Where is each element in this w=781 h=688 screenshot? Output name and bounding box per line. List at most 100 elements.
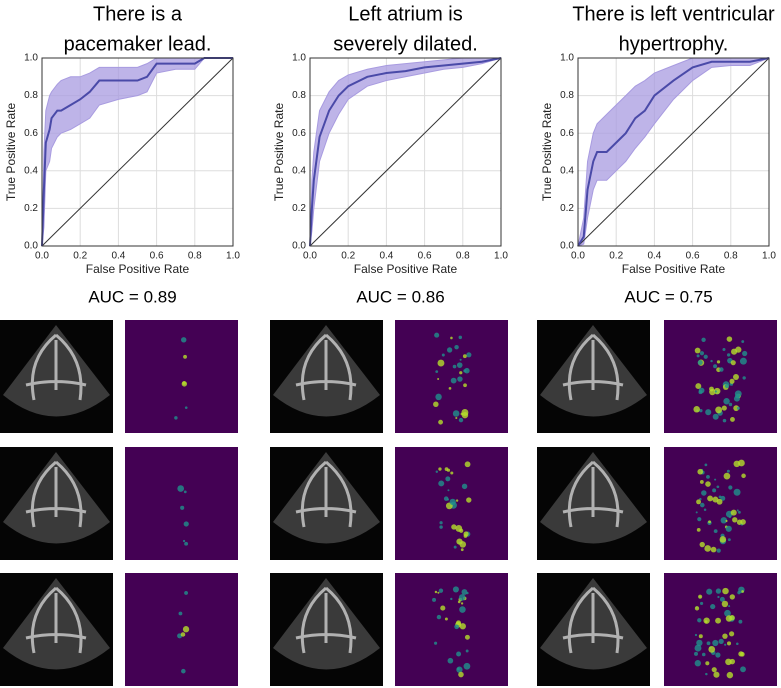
saliency-spot [698, 634, 703, 639]
saliency-spot [181, 668, 186, 674]
saliency-spot [462, 354, 467, 359]
x-tick-label: 0.2 [609, 251, 623, 262]
saliency-spot [697, 360, 703, 366]
plot-frame [577, 57, 770, 247]
saliency-spot [699, 497, 702, 501]
y-tick-label: 0.0 [24, 241, 38, 252]
x-tick-label: 0.6 [686, 251, 700, 262]
saliency-spot [459, 371, 463, 375]
x-axis-label: False Positive Rate [622, 262, 726, 276]
saliency-spot [696, 499, 701, 505]
saliency-spot [180, 632, 186, 637]
saliency-spot [444, 467, 449, 471]
saliency-spot [728, 485, 733, 490]
saliency-spot [437, 359, 445, 367]
saliency-spot [704, 545, 712, 552]
saliency-spot [182, 626, 190, 633]
saliency-spot [722, 418, 727, 423]
saliency-spot [708, 646, 716, 653]
saliency-spot [723, 472, 731, 480]
saliency-spot [699, 408, 703, 413]
saliency-spot [731, 348, 738, 355]
saliency-spot [713, 529, 718, 534]
y-tick-label: 0.6 [292, 128, 306, 139]
saliency-spot [716, 485, 720, 489]
saliency-spot [714, 478, 717, 481]
x-tick-label: 0.6 [418, 251, 432, 262]
saliency-spot [450, 377, 457, 384]
saliency-spot [435, 370, 439, 373]
saliency-spot [737, 590, 741, 595]
saliency-spot [459, 623, 466, 630]
saliency-spot [701, 490, 707, 496]
y-tick-label: 0.8 [24, 90, 38, 101]
saliency-spot [705, 481, 711, 487]
saliency-spot [717, 595, 720, 599]
saliency-spot [184, 406, 188, 409]
saliency-spot [733, 395, 740, 402]
saliency-spot [466, 352, 472, 358]
saliency-spot [458, 335, 463, 340]
saliency-spot [451, 524, 457, 530]
saliency-map [125, 447, 238, 560]
saliency-spot [730, 360, 736, 366]
echo-walls [562, 333, 624, 401]
saliency-spot [716, 360, 721, 364]
saliency-spot [438, 467, 442, 471]
saliency-spot [184, 591, 188, 595]
saliency-spot [720, 517, 728, 524]
x-tick-label: 0.2 [73, 251, 87, 262]
saliency-spot [699, 601, 704, 606]
saliency-spot [464, 461, 471, 468]
saliency-spot [456, 362, 463, 368]
saliency-spot [715, 406, 723, 414]
saliency-spot [461, 483, 468, 490]
saliency-map [125, 320, 238, 433]
saliency-spot [725, 525, 732, 532]
saliency-spot [694, 651, 699, 656]
saliency-map [125, 573, 238, 686]
x-tick-label: 0.8 [188, 251, 202, 262]
saliency-map [395, 573, 508, 686]
saliency-spot [434, 641, 438, 645]
saliency-spot [741, 473, 746, 479]
saliency-spot [732, 517, 738, 523]
y-tick-label: 0.2 [560, 203, 574, 214]
echo-walls [25, 586, 87, 654]
saliency-spot [726, 641, 732, 646]
saliency-spot [452, 364, 457, 369]
saliency-spot [719, 596, 725, 602]
confidence-band [41, 57, 233, 247]
saliency-spot [452, 586, 459, 593]
roc-curve [577, 57, 770, 247]
saliency-spot [712, 639, 719, 647]
saliency-spot [726, 469, 730, 473]
saliency-spot [699, 541, 705, 548]
saliency-spot [449, 498, 456, 506]
saliency-spot [458, 671, 464, 678]
chart-title: pacemaker lead. [64, 33, 212, 55]
echo-walls [25, 333, 87, 401]
saliency-spot [706, 588, 713, 595]
saliency-spot [712, 496, 719, 503]
saliency-spot [461, 589, 468, 595]
saliency-spot [738, 619, 743, 624]
saliency-spot [181, 337, 187, 343]
saliency-spot [718, 638, 724, 644]
plot-frame [41, 57, 234, 247]
saliency-spot [741, 590, 744, 593]
saliency-spot [435, 470, 439, 473]
saliency-spot [180, 505, 185, 510]
x-tick-label: 0.4 [647, 251, 661, 262]
saliency-spot [439, 521, 443, 525]
annotation: AUC = 0.75 [624, 287, 712, 306]
y-tick-label: 0.6 [560, 128, 574, 139]
saliency-spot [466, 497, 472, 503]
chance-line [309, 57, 502, 247]
saliency-spot [464, 634, 470, 640]
echo-walls [295, 460, 357, 528]
saliency-spot [738, 510, 741, 514]
saliency-spot [434, 332, 440, 338]
saliency-spot [697, 468, 704, 475]
saliency-spot [710, 546, 717, 553]
